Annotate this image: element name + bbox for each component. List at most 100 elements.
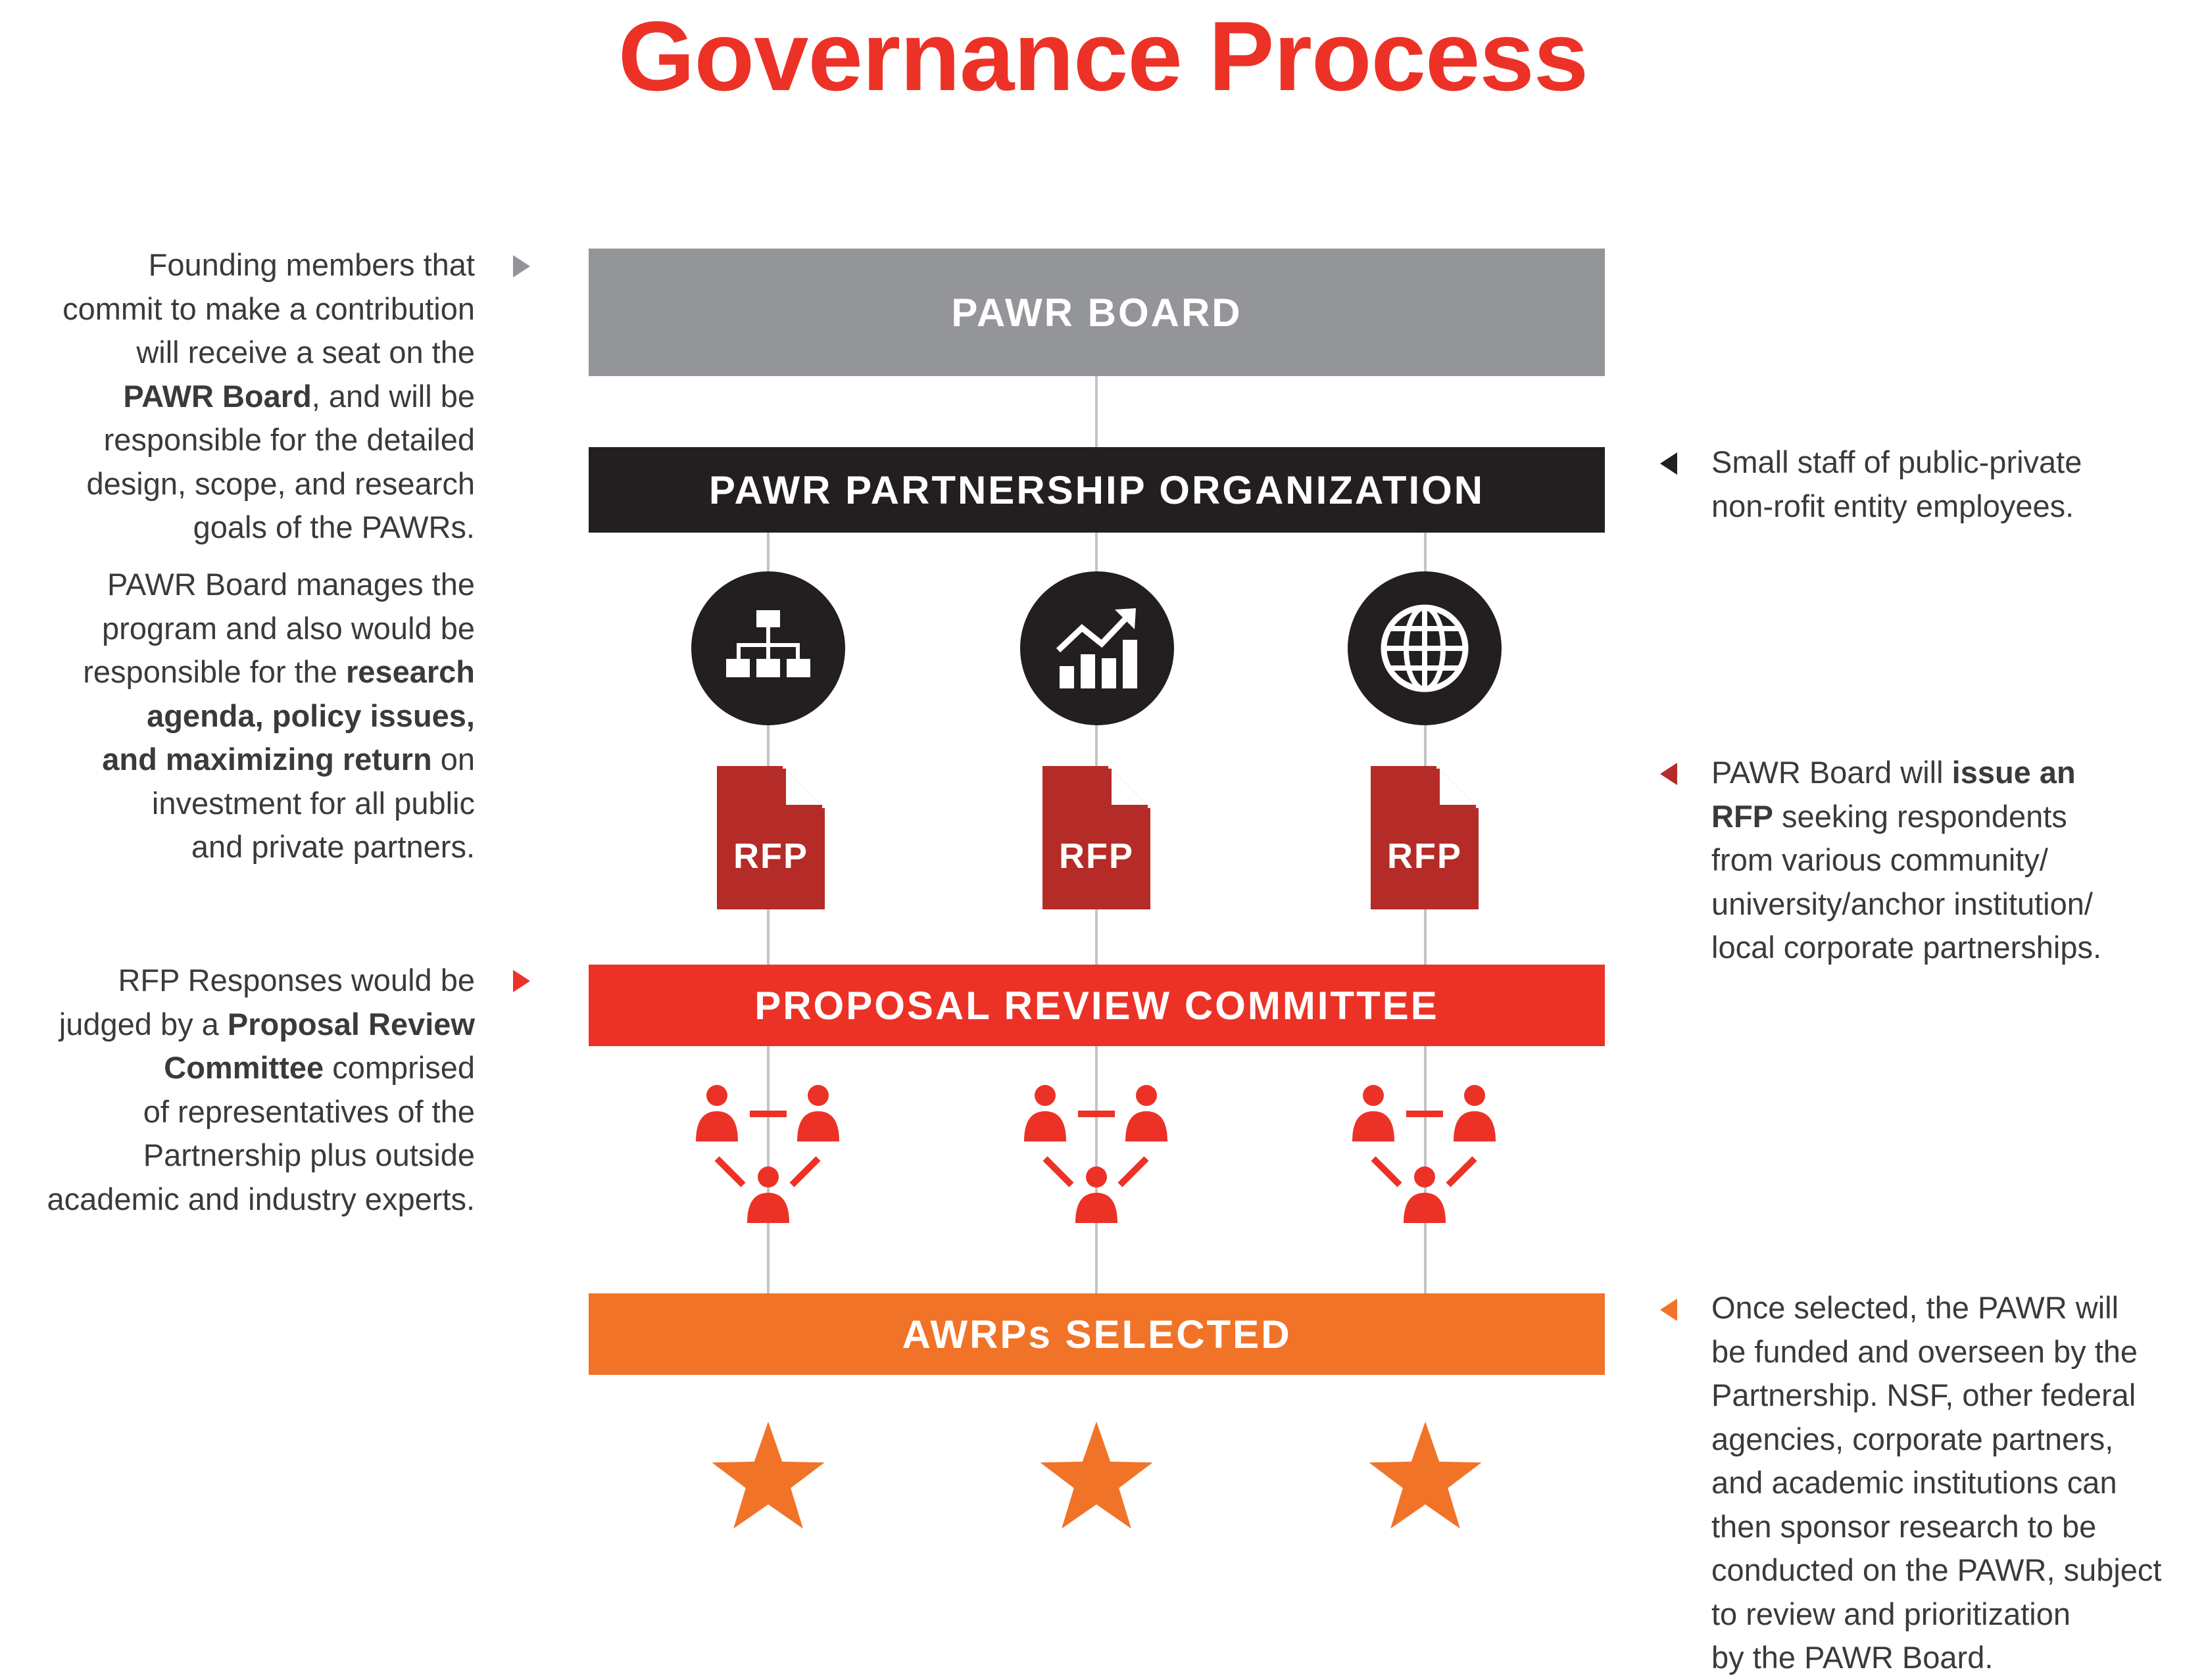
reviewer-group-2 — [1017, 1080, 1175, 1237]
arrow-rfp — [1660, 763, 1677, 785]
note-line: responsible for the research — [0, 650, 475, 694]
note-text: non-rofit entity employees. — [1711, 488, 2074, 523]
star-3 — [1366, 1420, 1484, 1533]
rfp-document-icon — [1371, 766, 1479, 909]
note-line: PAWR Board manages the — [0, 563, 475, 607]
note-line: Small staff of public-private — [1711, 441, 2198, 485]
note-line: Founding members that — [0, 243, 475, 287]
note-text: comprised — [324, 1050, 475, 1085]
rfp-document-icon — [1042, 766, 1150, 909]
reviewer-network-icon — [696, 1085, 839, 1223]
proposal-review-committee-label: PROPOSAL REVIEW COMMITTEE — [754, 983, 1439, 1028]
note-text: be funded and overseen by the — [1711, 1333, 2138, 1369]
note-text: and private partners. — [191, 829, 475, 864]
star-icon — [712, 1422, 825, 1529]
note-text: to review and prioritization — [1711, 1596, 2071, 1631]
star-icon — [1040, 1422, 1153, 1529]
person-icon — [797, 1085, 839, 1141]
note-committee: RFP Responses would be judged by a Propos… — [0, 959, 476, 1221]
star-1 — [709, 1420, 827, 1533]
note-text: Once selected, the PAWR will — [1711, 1290, 2119, 1325]
note-line: local corporate partnerships. — [1711, 926, 2198, 970]
pawr-board-label: PAWR BOARD — [951, 290, 1242, 335]
note-text: on — [431, 742, 475, 777]
note-text: PAWR Board will — [1711, 755, 1952, 790]
person-icon — [1352, 1085, 1394, 1141]
note-line: will receive a seat on the — [0, 331, 475, 375]
note-text: commit to make a contribution — [62, 291, 475, 326]
note-partnership: Small staff of public-private non-rofit e… — [1711, 441, 2198, 528]
rfp-document-3: RFP — [1371, 766, 1479, 909]
note-text: Partnership. NSF, other federal — [1711, 1378, 2136, 1412]
note-line: Committee comprised — [0, 1046, 475, 1090]
note-bold-text: Committee — [164, 1050, 324, 1085]
star-2 — [1037, 1420, 1156, 1533]
note-text: judged by a — [59, 1006, 228, 1042]
person-icon — [1125, 1085, 1167, 1141]
note-board-manages: PAWR Board manages the program and also w… — [0, 563, 475, 869]
reviewer-network-icon — [1352, 1085, 1496, 1223]
globe-circle — [1348, 571, 1502, 725]
org-chart-icon — [726, 610, 810, 677]
note-line: PAWR Board will issue an — [1711, 751, 2198, 795]
note-board: Founding members that commit to make a co… — [0, 243, 475, 550]
note-text: RFP Responses would be — [118, 963, 475, 997]
note-text: then sponsor research to be — [1711, 1508, 2097, 1544]
note-line: of representatives of the — [0, 1090, 475, 1134]
reviewer-group-3 — [1346, 1080, 1504, 1237]
connector-col1 — [767, 531, 770, 1353]
note-text: of representatives of the — [143, 1093, 475, 1129]
note-text: and academic institutions can — [1711, 1465, 2117, 1500]
note-line: and maximizing return on — [0, 738, 475, 782]
note-text: , and will be — [311, 378, 475, 414]
connector-col3 — [1424, 531, 1427, 1353]
note-line: Partnership plus outside — [0, 1134, 475, 1178]
note-bold-text: agenda, policy issues, — [147, 698, 475, 733]
person-icon — [747, 1166, 789, 1223]
note-line: RFP seeking respondents — [1711, 795, 2198, 839]
proposal-review-committee-bar: PROPOSAL REVIEW COMMITTEE — [589, 965, 1605, 1046]
note-bold-text: and maximizing return — [102, 742, 432, 777]
person-icon — [1024, 1085, 1066, 1141]
note-text: Founding members that — [148, 247, 475, 282]
page-title: Governance Process — [618, 1, 1588, 111]
arrow-committee — [513, 970, 530, 992]
person-icon — [1075, 1166, 1117, 1223]
connector-col2 — [1095, 531, 1098, 1353]
note-line: be funded and overseen by the — [1711, 1330, 2198, 1374]
note-bold-text: research — [346, 654, 475, 689]
note-line: judged by a Proposal Review — [0, 1003, 475, 1047]
note-line: then sponsor research to be — [1711, 1505, 2198, 1549]
note-bold-text: RFP — [1711, 798, 1773, 834]
note-line: goals of the PAWRs. — [0, 506, 475, 550]
note-line: and private partners. — [0, 825, 475, 869]
note-line: Partnership. NSF, other federal — [1711, 1374, 2198, 1418]
note-line: non-rofit entity employees. — [1711, 485, 2198, 529]
org-chart-circle — [691, 571, 845, 725]
rfp-label: RFP — [733, 836, 808, 876]
note-text: agencies, corporate partners, — [1711, 1421, 2114, 1456]
reviewer-network-icon — [1024, 1085, 1167, 1223]
person-icon — [1454, 1085, 1496, 1141]
note-text: Small staff of public-private — [1711, 444, 2082, 479]
note-text: by the PAWR Board. — [1711, 1640, 1994, 1675]
awrps-selected-label: AWRPs SELECTED — [902, 1312, 1292, 1356]
growth-chart-icon — [1056, 608, 1137, 688]
person-icon — [696, 1085, 738, 1141]
note-text: seeking respondents — [1773, 798, 2067, 834]
note-line: design, scope, and research — [0, 462, 475, 506]
note-line: Once selected, the PAWR will — [1711, 1286, 2198, 1330]
note-line: to review and prioritization — [1711, 1593, 2198, 1637]
star-icon — [1369, 1422, 1482, 1529]
note-text: Partnership plus outside — [143, 1138, 475, 1172]
connection-line — [1446, 1156, 1477, 1188]
note-line: program and also would be — [0, 607, 475, 651]
partnership-organization-label: PAWR PARTNERSHIP ORGANIZATION — [708, 468, 1485, 512]
note-text: university/anchor institution/ — [1711, 886, 2093, 921]
rfp-label: RFP — [1059, 836, 1134, 876]
note-text: investment for all public — [151, 785, 475, 821]
note-line: conducted on the PAWR, subject — [1711, 1548, 2198, 1593]
note-text: responsible for the detailed — [103, 422, 475, 457]
note-line: RFP Responses would be — [0, 959, 475, 1003]
arrow-partnership — [1660, 452, 1677, 475]
